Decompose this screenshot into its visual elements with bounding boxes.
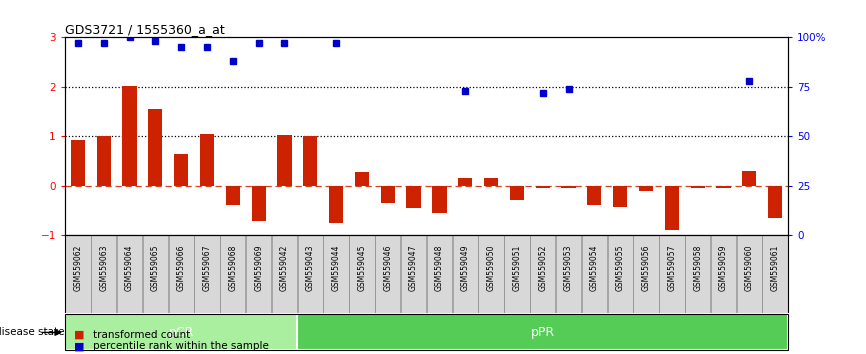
Bar xyxy=(427,235,452,314)
Bar xyxy=(737,235,762,314)
Bar xyxy=(504,235,529,314)
Bar xyxy=(690,186,705,188)
Text: GSM559043: GSM559043 xyxy=(306,245,314,291)
Bar xyxy=(194,235,220,314)
Bar xyxy=(251,186,266,221)
Bar xyxy=(665,186,679,230)
Bar xyxy=(143,235,168,314)
Bar xyxy=(458,178,472,186)
Bar xyxy=(246,235,271,314)
Bar xyxy=(65,235,91,314)
Bar xyxy=(122,86,137,186)
Bar xyxy=(329,186,343,223)
Text: GSM559054: GSM559054 xyxy=(590,245,599,291)
Bar xyxy=(381,186,395,203)
Text: GSM559060: GSM559060 xyxy=(745,245,753,291)
Bar xyxy=(716,186,731,188)
Text: GSM559067: GSM559067 xyxy=(203,245,211,291)
Text: ■: ■ xyxy=(74,330,84,339)
Text: ■: ■ xyxy=(74,341,84,351)
Bar xyxy=(349,235,375,314)
Bar xyxy=(272,235,297,314)
Bar xyxy=(633,235,659,314)
Bar xyxy=(277,135,292,186)
Bar xyxy=(530,235,555,314)
Text: GSM559062: GSM559062 xyxy=(74,245,82,291)
Text: GSM559058: GSM559058 xyxy=(693,245,702,291)
Text: GSM559052: GSM559052 xyxy=(539,245,547,291)
Bar xyxy=(375,235,400,314)
Text: GSM559065: GSM559065 xyxy=(151,245,160,291)
Text: GSM559044: GSM559044 xyxy=(332,245,340,291)
Text: GSM559047: GSM559047 xyxy=(409,245,418,291)
Bar xyxy=(685,235,710,314)
Text: GSM559050: GSM559050 xyxy=(487,245,495,291)
Text: GSM559055: GSM559055 xyxy=(616,245,624,291)
Bar xyxy=(613,186,627,206)
Text: GSM559057: GSM559057 xyxy=(668,245,676,291)
Text: GSM559053: GSM559053 xyxy=(564,245,573,291)
Bar xyxy=(401,235,426,314)
Text: pCR: pCR xyxy=(169,326,194,339)
Bar xyxy=(169,235,194,314)
Bar xyxy=(535,186,550,188)
Text: GSM559056: GSM559056 xyxy=(642,245,650,291)
Bar xyxy=(582,235,607,314)
Bar xyxy=(608,235,633,314)
Bar xyxy=(453,235,478,314)
Bar xyxy=(561,186,576,188)
Bar xyxy=(478,235,504,314)
Text: GSM559045: GSM559045 xyxy=(358,245,366,291)
Bar xyxy=(711,235,736,314)
Bar xyxy=(117,235,142,314)
Text: GSM559068: GSM559068 xyxy=(229,245,237,291)
Bar xyxy=(762,235,788,314)
Bar xyxy=(432,186,447,213)
Bar xyxy=(71,140,85,186)
Text: GDS3721 / 1555360_a_at: GDS3721 / 1555360_a_at xyxy=(65,23,224,36)
Bar xyxy=(587,186,602,205)
Bar xyxy=(742,171,756,186)
Text: GSM559059: GSM559059 xyxy=(719,245,728,291)
Bar xyxy=(659,235,684,314)
Text: GSM559042: GSM559042 xyxy=(280,245,289,291)
Bar xyxy=(556,235,581,314)
Text: GSM559061: GSM559061 xyxy=(771,245,779,291)
Text: transformed count: transformed count xyxy=(93,330,190,339)
Bar xyxy=(174,154,188,186)
Text: GSM559046: GSM559046 xyxy=(384,245,392,291)
Bar xyxy=(297,314,788,350)
Bar xyxy=(406,186,421,208)
Text: GSM559069: GSM559069 xyxy=(254,245,263,291)
Bar xyxy=(639,186,653,191)
Bar xyxy=(484,178,498,186)
Bar xyxy=(91,235,116,314)
Bar xyxy=(510,186,524,200)
Text: GSM559049: GSM559049 xyxy=(461,245,469,291)
Text: pPR: pPR xyxy=(531,326,555,339)
Text: disease state: disease state xyxy=(0,327,64,337)
Bar xyxy=(303,136,318,186)
Text: GSM559064: GSM559064 xyxy=(125,245,134,291)
Text: percentile rank within the sample: percentile rank within the sample xyxy=(93,341,268,351)
Bar xyxy=(324,235,349,314)
Bar xyxy=(97,136,111,186)
Bar xyxy=(200,134,214,186)
Bar xyxy=(148,109,163,186)
Bar xyxy=(298,235,323,314)
Bar xyxy=(65,314,297,350)
Text: GSM559063: GSM559063 xyxy=(100,245,108,291)
Bar xyxy=(220,235,245,314)
Bar xyxy=(768,186,782,218)
Text: GSM559066: GSM559066 xyxy=(177,245,185,291)
Text: GSM559051: GSM559051 xyxy=(513,245,521,291)
Text: GSM559048: GSM559048 xyxy=(435,245,444,291)
Bar xyxy=(355,172,369,186)
Bar xyxy=(226,186,240,205)
